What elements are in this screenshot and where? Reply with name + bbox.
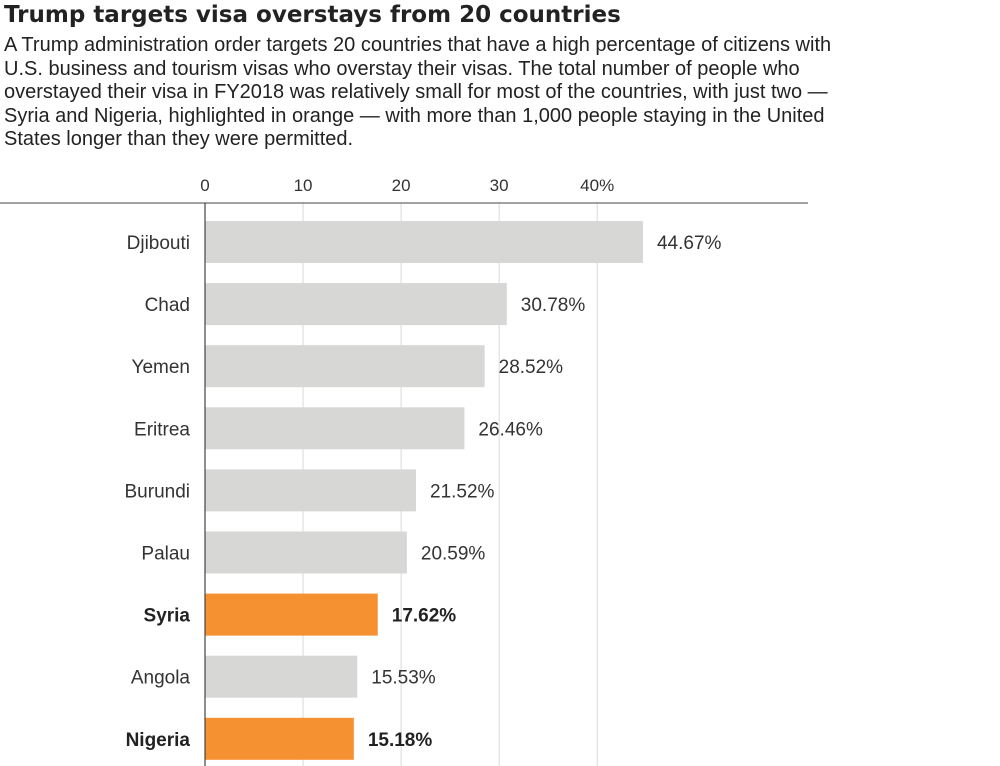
bar-syria (205, 593, 378, 636)
bar-nigeria (205, 717, 354, 760)
bar-chad (205, 283, 507, 326)
value-label: 28.52% (499, 357, 564, 378)
chart-subtitle: A Trump administration order targets 20 … (4, 34, 832, 150)
labels: 0 10 20 30 40% Djibouti 44.67% Chad 30.78% Yemen 2… (125, 176, 722, 751)
value-label: 15.53% (371, 668, 436, 689)
bars (205, 221, 643, 760)
category-label: Burundi (125, 481, 191, 502)
category-label: Syria (144, 606, 191, 627)
x-tick-label: 40% (580, 176, 614, 195)
bar-burundi (205, 469, 417, 512)
value-label: 20.59% (421, 544, 486, 565)
value-label: 17.62% (392, 606, 457, 627)
category-label: Nigeria (126, 730, 191, 751)
bar-djibouti (205, 221, 643, 263)
x-tick-label: 30 (490, 176, 509, 195)
bar-yemen (205, 345, 485, 388)
x-tick-label: 0 (200, 176, 209, 195)
bar-eritrea (205, 407, 465, 450)
category-label: Chad (145, 295, 190, 316)
value-label: 44.67% (657, 233, 722, 254)
x-tick-label: 10 (294, 176, 313, 195)
bar-angola (205, 655, 358, 698)
category-label: Eritrea (134, 419, 190, 440)
value-label: 26.46% (478, 419, 543, 440)
value-label: 15.18% (368, 730, 433, 751)
bar-palau (205, 531, 407, 574)
category-label: Djibouti (127, 233, 190, 254)
category-label: Angola (131, 668, 191, 689)
category-label: Yemen (132, 357, 190, 378)
value-label: 21.52% (430, 481, 495, 502)
axes (0, 202, 808, 766)
value-label: 30.78% (521, 295, 586, 316)
chart-title: Trump targets visa overstays from 20 cou… (4, 2, 621, 28)
category-label: Palau (141, 544, 190, 565)
x-tick-label: 20 (392, 176, 411, 195)
